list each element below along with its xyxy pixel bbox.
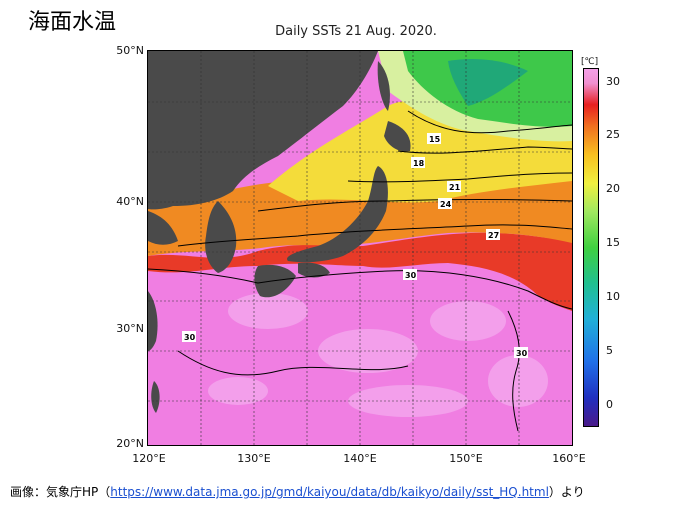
isotherm-labels: 15 18 21 24 27 30 30 30 [182, 133, 528, 358]
colorbar-tick-20: 20 [606, 182, 620, 195]
land-korea [205, 201, 237, 273]
land-sakhalin [377, 61, 390, 111]
land-shikoku [298, 262, 330, 278]
land-china-coast [148, 211, 178, 245]
map-title-text: Daily SSTs 21 Aug. 2020. [275, 24, 437, 39]
colorbar-unit: [℃] [581, 57, 599, 67]
coldest-water-patch [448, 59, 528, 106]
lat-label-40n: 40°N [116, 195, 144, 208]
sst-map: 15 18 21 24 27 30 30 30 [147, 50, 573, 446]
map-title: Daily SSTs 21 Aug. 2020. [0, 24, 692, 39]
colorbar-tick-10: 10 [606, 290, 620, 303]
colorbar-tick-5: 5 [606, 344, 613, 357]
source-credit: 画像：気象庁HP（https://www.data.jma.go.jp/gmd/… [10, 483, 585, 500]
lat-label-50n: 50°N [116, 44, 144, 57]
source-link[interactable]: https://www.data.jma.go.jp/gmd/kaiyou/da… [110, 485, 549, 499]
isotherm-15-label: 15 [429, 135, 441, 144]
isotherm-21-label: 21 [449, 183, 461, 192]
isotherm-27-label: 27 [488, 231, 499, 240]
source-suffix: ）より [548, 485, 585, 499]
isotherm-30-label-east: 30 [516, 349, 528, 358]
lon-label-140e: 140°E [343, 452, 377, 465]
isotherm-30-label-north: 30 [405, 271, 417, 280]
land-hokkaido [384, 121, 411, 152]
lon-label-160e: 160°E [552, 452, 586, 465]
sst-map-svg: 15 18 21 24 27 30 30 30 [148, 51, 572, 445]
lat-label-20n: 20°N [116, 437, 144, 450]
isotherm-18-label: 18 [413, 159, 425, 168]
page-heading: 海面水温 [28, 10, 117, 35]
land-kyushu [254, 264, 296, 298]
land-asia-north [148, 51, 378, 210]
colorbar-tick-0: 0 [606, 398, 613, 411]
land-china-south [148, 291, 158, 351]
source-prefix: 画像：気象庁HP（ [10, 485, 111, 499]
lon-label-130e: 130°E [237, 452, 271, 465]
lon-label-150e: 150°E [449, 452, 483, 465]
colorbar-tick-15: 15 [606, 236, 620, 249]
colorbar [583, 68, 599, 427]
isotherm-30-label-west: 30 [184, 333, 196, 342]
land-taiwan [151, 381, 160, 413]
land-honshu [287, 166, 388, 263]
isotherm-24-label: 24 [440, 200, 452, 209]
lat-label-30n: 30°N [116, 322, 144, 335]
lon-label-120e: 120°E [132, 452, 166, 465]
colorbar-tick-25: 25 [606, 128, 620, 141]
isotherm-lines [148, 110, 572, 432]
colorbar-tick-30: 30 [606, 75, 620, 88]
